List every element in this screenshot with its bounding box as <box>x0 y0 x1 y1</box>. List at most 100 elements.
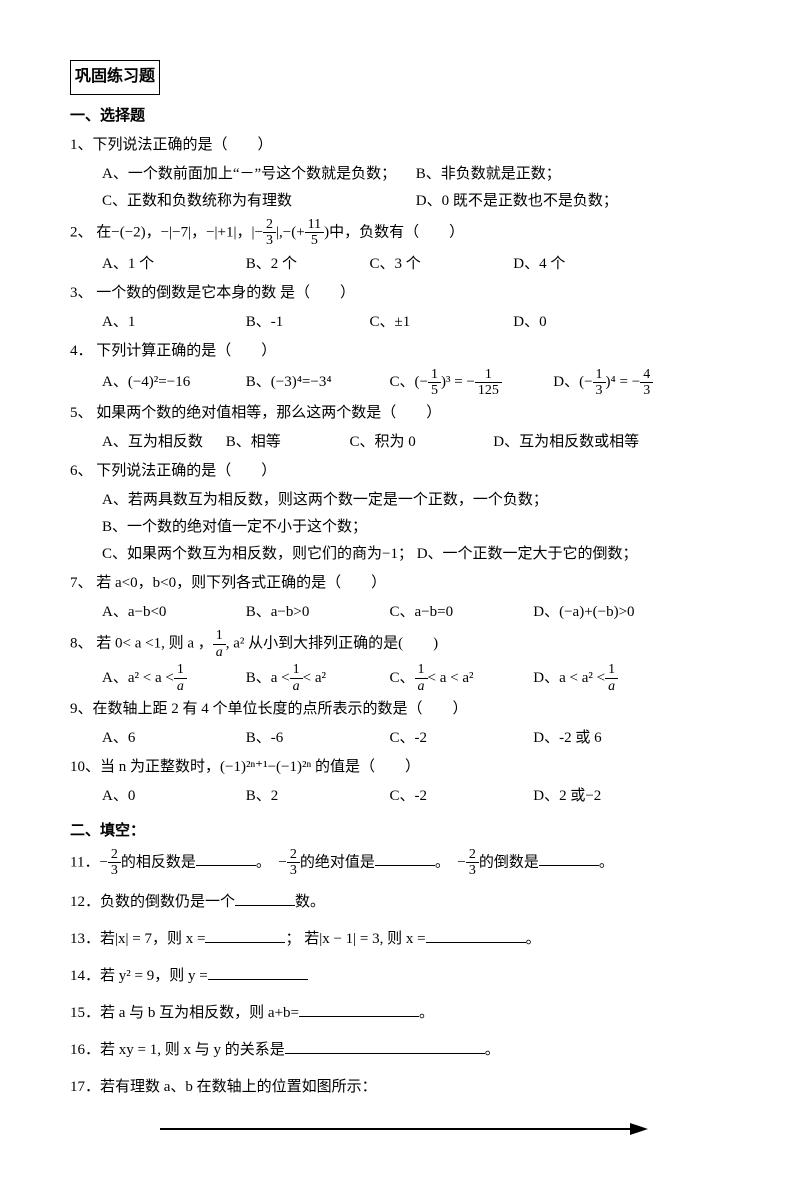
q6-cd: C、如果两个数互为相反数，则它们的商为−1； D、一个正数一定大于它的倒数； <box>70 541 730 568</box>
frac-11-5: 115 <box>305 217 324 249</box>
q3-opt-b: B、-1 <box>246 309 366 336</box>
section-1-heading: 一、选择题 <box>70 103 730 130</box>
q12: 12．负数的倒数仍是一个数。 <box>70 889 730 916</box>
q10-opt-b: B、2 <box>246 783 386 810</box>
frac-2-3-a: 23 <box>108 847 121 879</box>
q4-opt-c: C、(−15)³ = −1125 <box>390 367 550 399</box>
q8-opt-a: A、a² < a <1a <box>102 662 242 694</box>
frac-1-a-4: 1a <box>415 662 428 694</box>
blank <box>285 1038 485 1054</box>
title-box: 巩固练习题 <box>70 60 160 95</box>
q7-opt-d: D、(−a)+(−b)>0 <box>533 599 634 626</box>
q6-stem: 6、 下列说法正确的是（ ） <box>70 458 730 485</box>
q3-opt-a: A、1 <box>102 309 242 336</box>
q10-stem: 10、当 n 为正整数时，(−1)²ⁿ⁺¹−(−1)²ⁿ 的值是（ ） <box>70 754 730 781</box>
q6-opt-b: B、一个数的绝对值一定不小于这个数； <box>70 514 730 541</box>
q4-stem: 4． 下列计算正确的是（ ） <box>70 338 730 365</box>
q10-opt-d: D、2 或−2 <box>533 783 601 810</box>
q7-opt-c: C、a−b=0 <box>390 599 530 626</box>
q2-opt-a: A、1 个 <box>102 251 242 278</box>
q10-options: A、0 B、2 C、-2 D、2 或−2 <box>70 783 730 810</box>
frac-1-a-2: 1a <box>174 662 187 694</box>
blank <box>235 890 295 906</box>
q14: 14．若 y² = 9，则 y = <box>70 963 730 990</box>
q5-options: A、互为相反数 B、相等 C、积为 0 D、互为相反数或相等 <box>70 429 730 456</box>
q5-opt-a: A、互为相反数 <box>102 429 222 456</box>
q10-opt-a: A、0 <box>102 783 242 810</box>
q8-opt-c: C、1a< a < a² <box>390 662 530 694</box>
q4-opt-d: D、(−13)⁴ = −43 <box>553 367 653 399</box>
q8-stem: 8、 若 0< a <1, 则 a ，1a, a² 从小到大排列正确的是( ) <box>70 628 730 660</box>
frac-4-3: 43 <box>640 367 653 399</box>
blank <box>426 927 526 943</box>
q15: 15．若 a 与 b 互为相反数，则 a+b=。 <box>70 1000 730 1027</box>
q1-opt-d: D、0 既不是正数也不是负数； <box>416 188 618 215</box>
frac-1-5: 15 <box>428 367 441 399</box>
q1-stem: 1、下列说法正确的是（ ） <box>70 132 730 159</box>
q3-options: A、1 B、-1 C、±1 D、0 <box>70 309 730 336</box>
section-2-heading: 二、填空： <box>70 818 730 845</box>
q4-options: A、(−4)²=−16 B、(−3)⁴=−3⁴ C、(−15)³ = −1125… <box>70 367 730 399</box>
frac-2-3-b: 23 <box>287 847 300 879</box>
q7-opt-a: A、a−b<0 <box>102 599 242 626</box>
number-line-arrow <box>70 1119 730 1139</box>
q2-options: A、1 个 B、2 个 C、3 个 D、4 个 <box>70 251 730 278</box>
q5-stem: 5、 如果两个数的绝对值相等，那么这两个数是（ ） <box>70 400 730 427</box>
q2-stem-c: )中，负数有（ ） <box>324 224 464 240</box>
q6-opt-a: A、若两具数互为相反数，则这两个数一定是一个正数，一个负数； <box>70 487 730 514</box>
q7-opt-b: B、a−b>0 <box>246 599 386 626</box>
frac-2-3-c: 23 <box>466 847 479 879</box>
q10-opt-c: C、-2 <box>390 783 530 810</box>
title-text: 巩固练习题 <box>75 68 155 85</box>
q5-opt-c: C、积为 0 <box>350 429 490 456</box>
blank <box>208 964 308 980</box>
q6-opt-d: D、一个正数一定大于它的倒数； <box>417 546 638 562</box>
q9-opt-a: A、6 <box>102 725 242 752</box>
q4-opt-b: B、(−3)⁴=−3⁴ <box>246 369 386 396</box>
q9-opt-d: D、-2 或 6 <box>533 725 601 752</box>
q9-stem: 9、在数轴上距 2 有 4 个单位长度的点所表示的数是（ ） <box>70 696 730 723</box>
blank <box>375 850 435 866</box>
q6-opt-c: C、如果两个数互为相反数，则它们的商为−1； <box>102 546 413 562</box>
q3-stem: 3、 一个数的倒数是它本身的数 是（ ） <box>70 280 730 307</box>
blank <box>196 850 256 866</box>
arrow-icon <box>160 1119 650 1139</box>
q2-stem-a: 2、 在−(−2)，−|−7|，−|+1|，|− <box>70 224 263 240</box>
q8-stem-a: 8、 若 0< a <1, 则 a ， <box>70 636 213 652</box>
q11: 11．−23的相反数是。 −23的绝对值是。 −23的倒数是。 <box>70 847 730 879</box>
frac-1-125: 1125 <box>475 367 502 399</box>
q2-opt-d: D、4 个 <box>513 251 565 278</box>
q9-opt-c: C、-2 <box>390 725 530 752</box>
q2-opt-b: B、2 个 <box>246 251 366 278</box>
q16: 16．若 xy = 1, 则 x 与 y 的关系是。 <box>70 1037 730 1064</box>
q3-opt-c: C、±1 <box>370 309 510 336</box>
q2-stem: 2、 在−(−2)，−|−7|，−|+1|，|−23|,−(+115)中，负数有… <box>70 217 730 249</box>
q17: 17．若有理数 a、b 在数轴上的位置如图所示： <box>70 1074 730 1101</box>
q9-opt-b: B、-6 <box>246 725 386 752</box>
blank <box>539 850 599 866</box>
q1-opt-a: A、一个数前面加上“－”号这个数就是负数； <box>102 161 412 188</box>
frac-1-3: 13 <box>593 367 606 399</box>
q9-options: A、6 B、-6 C、-2 D、-2 或 6 <box>70 725 730 752</box>
frac-1-a-1: 1a <box>213 628 226 660</box>
blank <box>299 1001 419 1017</box>
q5-opt-d: D、互为相反数或相等 <box>493 429 639 456</box>
q8-opt-d: D、a < a² <1a <box>533 662 618 694</box>
q4-opt-a: A、(−4)²=−16 <box>102 369 242 396</box>
q8-opt-b: B、a <1a< a² <box>246 662 386 694</box>
q3-opt-d: D、0 <box>513 309 546 336</box>
frac-1-a-3: 1a <box>290 662 303 694</box>
q2-opt-c: C、3 个 <box>370 251 510 278</box>
q7-options: A、a−b<0 B、a−b>0 C、a−b=0 D、(−a)+(−b)>0 <box>70 599 730 626</box>
q13: 13．若|x| = 7，则 x =； 若|x − 1| = 3, 则 x =。 <box>70 926 730 953</box>
q1-opt-b: B、非负数就是正数； <box>416 161 561 188</box>
frac-2-3: 23 <box>263 217 276 249</box>
q2-stem-b: |,−(+ <box>276 224 305 240</box>
q1-opt-c: C、正数和负数统称为有理数 <box>102 188 412 215</box>
frac-1-a-5: 1a <box>605 662 618 694</box>
q1-options: A、一个数前面加上“－”号这个数就是负数； B、非负数就是正数； C、正数和负数… <box>70 161 730 215</box>
q8-stem-b: , a² 从小到大排列正确的是( ) <box>226 636 438 652</box>
blank <box>205 927 285 943</box>
q5-opt-b: B、相等 <box>226 429 346 456</box>
q8-options: A、a² < a <1a B、a <1a< a² C、1a< a < a² D、… <box>70 662 730 694</box>
